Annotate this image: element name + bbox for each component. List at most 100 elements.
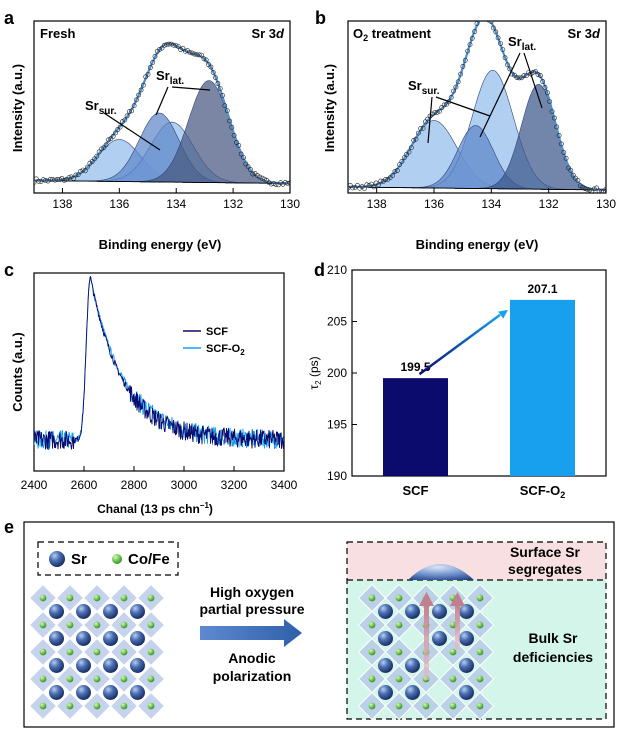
cofe-atom — [395, 621, 403, 629]
panel-b-x-tick-label: 134 — [481, 197, 501, 211]
panel-b-measured-point — [559, 141, 564, 147]
panel-e-letter: e — [4, 517, 14, 537]
panel-a-measured-point — [178, 47, 183, 52]
panel-a-measured-point — [201, 56, 207, 62]
panel-b-measured-point — [582, 186, 588, 191]
panel-b-measured-point — [482, 14, 486, 18]
panel-b-measured-point — [413, 136, 419, 142]
panel-d-ylabel-sub: 2 — [314, 380, 323, 385]
panel-a-measured-point — [68, 174, 74, 180]
cofe-atom — [395, 648, 403, 656]
cofe-atom — [449, 621, 457, 629]
cofe-atom — [147, 594, 155, 602]
panel-b-measured-point — [369, 181, 374, 187]
panel-b-measured-point — [591, 186, 597, 192]
panel-a-measured-point — [152, 54, 158, 59]
arrow-bottom-text-1: Anodic — [228, 650, 276, 666]
sr-atom — [130, 604, 145, 619]
panel-b-measured-point — [462, 57, 468, 63]
panel-a-measured-point — [164, 42, 170, 48]
cofe-atom — [476, 594, 484, 602]
panel-c-x-tick-label: 2600 — [71, 478, 98, 492]
bar-value-label-scf-o2: 207.1 — [527, 282, 557, 296]
panel-a-measured-point — [166, 41, 172, 47]
legend-scf-o2-prefix: SCF-O — [206, 343, 241, 355]
panel-b-measured-point — [502, 55, 508, 61]
sr-atom — [459, 631, 474, 646]
panel-b-xlabel: Binding energy (eV) — [416, 237, 539, 252]
panel-d-letter: d — [314, 260, 325, 280]
panel-b-x-ticks: 138 136 134 132 130 — [367, 188, 616, 211]
cofe-atom — [66, 648, 74, 656]
panel-a-measured-point — [215, 81, 221, 86]
cofe-atom — [39, 621, 47, 629]
panel-a-measured-point — [236, 142, 242, 148]
panel-c-x-tick-label: 2400 — [21, 478, 48, 492]
panel-d-y-tick-label: 205 — [327, 315, 347, 329]
panel-b-measured-point — [490, 25, 496, 31]
panel-a-plot — [34, 41, 290, 188]
panel-a-measured-point — [147, 65, 153, 70]
panel-c-xlabel-prefix: Chanal (13 ps chn — [97, 502, 200, 516]
panel-b-measured-point — [542, 85, 548, 90]
panel-a-measured-point — [287, 180, 290, 186]
panel-b-measured-point — [420, 125, 426, 131]
panel-a-measured-point — [34, 180, 37, 185]
panel-a-measured-point — [196, 52, 202, 58]
panel-a-xlabel: Binding energy (eV) — [99, 237, 222, 252]
panel-a-measured-point — [101, 145, 107, 151]
legend-label-scf: SCF — [206, 326, 228, 338]
panel-a-measured-point — [96, 149, 102, 155]
panel-b-measured-point — [371, 184, 377, 190]
cofe-atom — [368, 675, 376, 683]
sr-atom — [76, 631, 91, 646]
spectrum-line-scf — [34, 276, 284, 450]
panel-b-measured-point — [453, 84, 459, 90]
panel-a-sr-lat-text: Sr — [156, 68, 170, 83]
cofe-atom — [39, 702, 47, 710]
panel-a-measured-point — [75, 172, 81, 177]
cofe-atom — [93, 702, 101, 710]
panel-a-letter: a — [4, 8, 15, 28]
sr-atom — [49, 631, 64, 646]
panel-b-measured-point — [469, 35, 475, 41]
sr-atom — [378, 658, 393, 673]
panel-b-measured-point — [584, 186, 590, 192]
cofe-atom — [120, 594, 128, 602]
panel-a-measured-point — [133, 97, 139, 103]
panel-d-ylabel: τ2 (ps) — [307, 356, 323, 389]
segregated-sr-dome — [408, 564, 474, 580]
panel-c-x-tick-label: 3200 — [221, 478, 248, 492]
panel-b-measured-point — [554, 124, 560, 130]
panel-b-condition-rest: treatment — [368, 26, 432, 41]
legend-scf-o2-sub: 2 — [240, 348, 245, 357]
panel-b-letter: b — [315, 8, 326, 28]
panel-a-sr-sur-label: Srsur. — [85, 98, 117, 117]
cofe-atom — [368, 621, 376, 629]
panel-a-lat-leader-2 — [171, 86, 211, 91]
sr-atom — [103, 658, 118, 673]
panel-c-xlabel-sup: −1 — [200, 501, 210, 510]
panel-b-measured-point — [575, 177, 581, 183]
legend-label-scf-o2: SCF-O2 — [206, 343, 245, 357]
panel-d-plot: 190 195 200 205 210 199.5 SCF 207.1 SCF-O2 — [327, 263, 575, 500]
panel-b-measured-point — [587, 187, 592, 193]
panel-b-measured-point — [495, 35, 501, 41]
panel-a-measured-point — [117, 124, 123, 130]
arrow-bottom-text-2: polarization — [213, 668, 292, 684]
sr-atom — [405, 658, 420, 673]
panel-b-orbital-italic: d — [592, 26, 601, 41]
panel-a-x-ticks: 138 136 134 132 130 — [52, 188, 300, 211]
panel-a-measured-point — [168, 41, 174, 47]
sr-atom — [103, 685, 118, 700]
panel-b-measured-point — [418, 126, 424, 131]
panel-b-measured-point — [350, 185, 356, 191]
surface-region — [347, 542, 606, 580]
bar-scf-o2 — [510, 299, 575, 476]
panel-b-measured-point — [376, 182, 381, 188]
panel-b-measured-point — [552, 115, 557, 121]
panel-b-measured-point — [514, 75, 520, 80]
panel-b-measured-point — [434, 109, 440, 115]
cofe-atom — [39, 675, 47, 683]
cofe-atom — [93, 675, 101, 683]
